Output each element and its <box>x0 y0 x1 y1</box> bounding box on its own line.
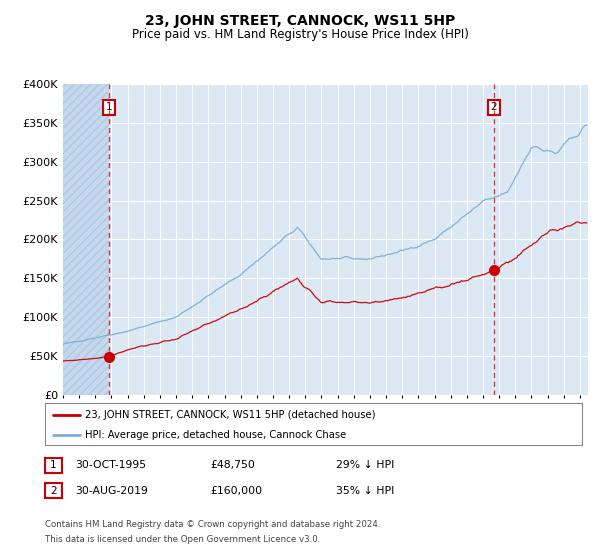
Text: 30-AUG-2019: 30-AUG-2019 <box>75 486 148 496</box>
Text: 23, JOHN STREET, CANNOCK, WS11 5HP (detached house): 23, JOHN STREET, CANNOCK, WS11 5HP (deta… <box>85 410 376 420</box>
Text: 23, JOHN STREET, CANNOCK, WS11 5HP: 23, JOHN STREET, CANNOCK, WS11 5HP <box>145 14 455 28</box>
Text: 2: 2 <box>491 102 497 113</box>
Text: 1: 1 <box>50 460 57 470</box>
Text: 29% ↓ HPI: 29% ↓ HPI <box>336 460 394 470</box>
Text: £160,000: £160,000 <box>210 486 262 496</box>
Text: 35% ↓ HPI: 35% ↓ HPI <box>336 486 394 496</box>
Text: This data is licensed under the Open Government Licence v3.0.: This data is licensed under the Open Gov… <box>45 535 320 544</box>
Text: HPI: Average price, detached house, Cannock Chase: HPI: Average price, detached house, Cann… <box>85 430 347 440</box>
Text: Contains HM Land Registry data © Crown copyright and database right 2024.: Contains HM Land Registry data © Crown c… <box>45 520 380 529</box>
Text: 1: 1 <box>106 102 112 113</box>
Text: Price paid vs. HM Land Registry's House Price Index (HPI): Price paid vs. HM Land Registry's House … <box>131 28 469 41</box>
Text: £48,750: £48,750 <box>210 460 255 470</box>
Bar <box>63 84 109 395</box>
Text: 2: 2 <box>50 486 57 496</box>
Text: 30-OCT-1995: 30-OCT-1995 <box>75 460 146 470</box>
